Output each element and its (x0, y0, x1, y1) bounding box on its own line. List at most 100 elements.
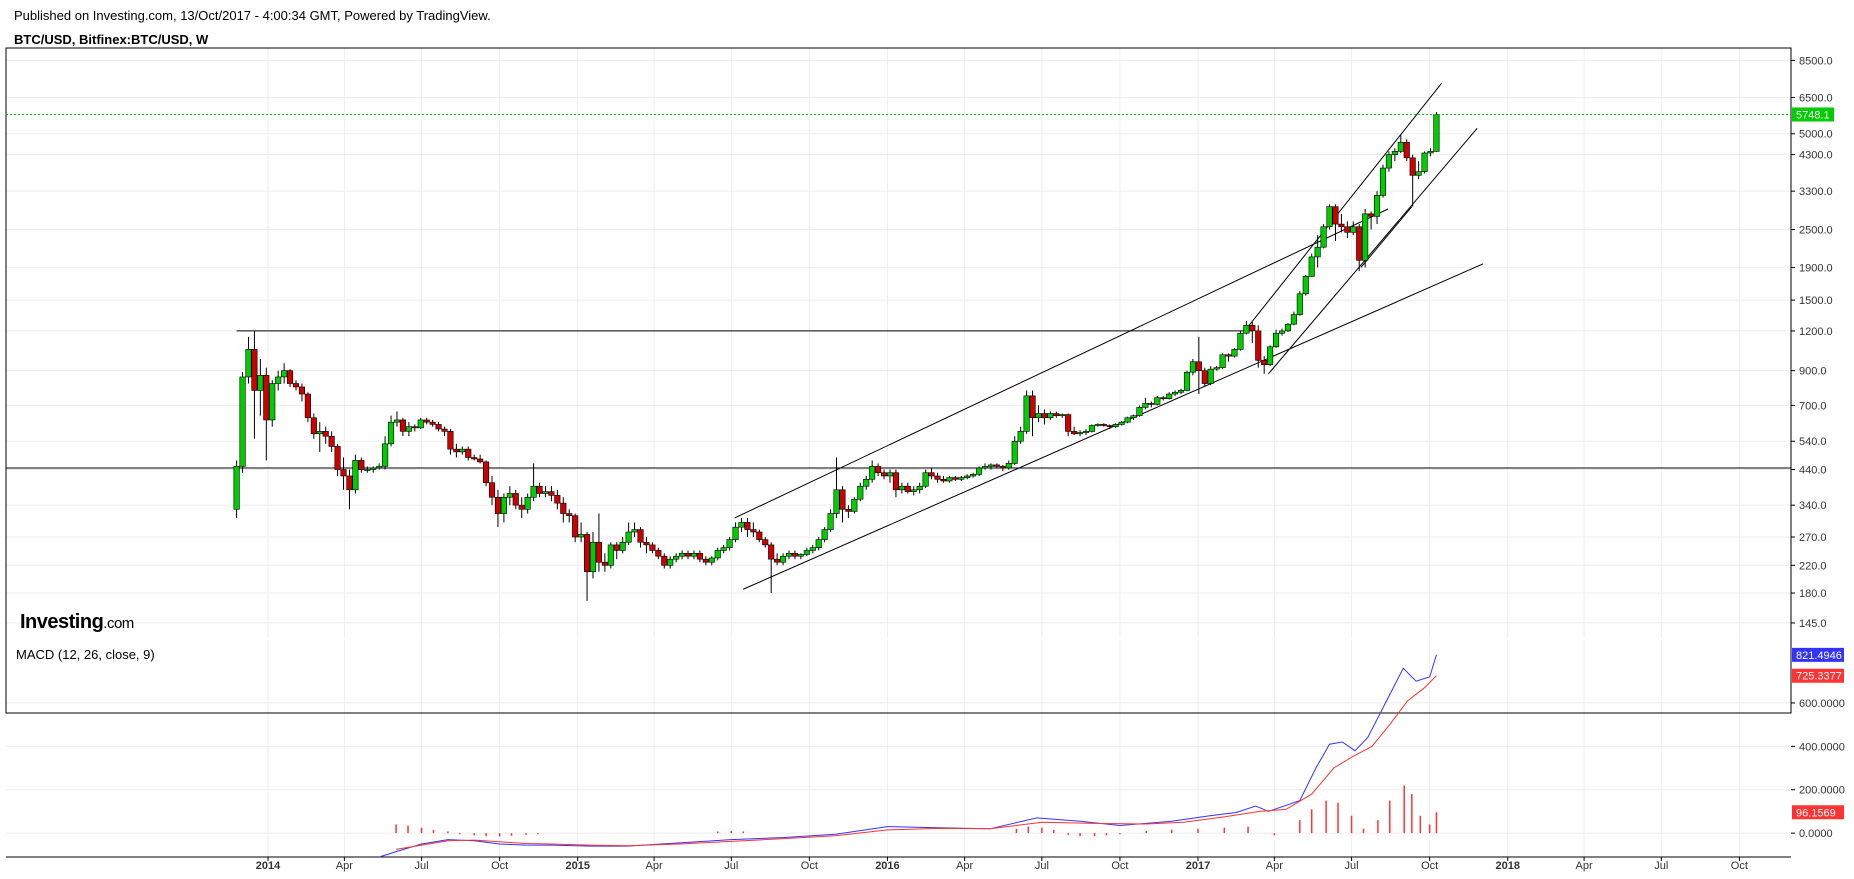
candle-body (916, 485, 923, 491)
time-tick-label: Apr (1576, 860, 1593, 872)
candle-body (1243, 324, 1250, 334)
candle (1005, 460, 1012, 470)
candle-body (655, 550, 662, 557)
candle (809, 544, 816, 554)
candle (447, 429, 454, 455)
candle-body (886, 472, 894, 477)
candle-body (1124, 417, 1131, 423)
candle (287, 369, 294, 387)
candle (916, 482, 923, 494)
candle-body (340, 469, 347, 477)
candle-body (358, 460, 365, 470)
candle-body (785, 552, 793, 557)
candle-body (898, 485, 905, 491)
candle-body (934, 475, 941, 480)
candle (821, 527, 828, 543)
candle-body (1397, 141, 1404, 152)
candle-body (328, 435, 335, 447)
candle (1136, 405, 1143, 417)
candle-body (441, 428, 448, 432)
price-tick-label: 3300.0 (1799, 186, 1833, 198)
candle-body (940, 478, 947, 482)
candle (898, 482, 905, 494)
candle (1427, 148, 1434, 157)
candle (839, 486, 846, 523)
price-axis-labels: 8500.0 6500.0 5000.0 4300.0 3300.0 2500.0 1900… (1791, 55, 1833, 630)
candle-body (548, 491, 555, 496)
candle-body (346, 475, 353, 491)
candle-body (554, 495, 561, 504)
candle (429, 419, 436, 427)
candle-body (661, 555, 668, 566)
logo-bold: Investing (20, 611, 103, 633)
candle-body (1154, 397, 1161, 405)
candle (382, 436, 389, 470)
candle (471, 454, 478, 461)
candle-body (1118, 421, 1125, 425)
candle (958, 475, 965, 481)
candle-body (494, 496, 502, 514)
macd-tick-label: 0.0000 (1799, 828, 1833, 840)
main-grid (6, 48, 1791, 638)
candle (376, 463, 383, 470)
candle (275, 370, 282, 391)
candle-body (471, 457, 478, 460)
candle (1118, 421, 1125, 426)
candle (910, 486, 917, 496)
candle-body (1320, 226, 1327, 248)
last-price-box (1792, 107, 1834, 122)
candle-body (429, 421, 436, 425)
candle-body (981, 466, 989, 469)
time-tick-label: Jul (1345, 860, 1359, 872)
candle-body (625, 531, 632, 543)
macd-line (379, 654, 1437, 858)
candle (1391, 148, 1398, 162)
candle-body (1094, 424, 1101, 426)
macd-lines (379, 654, 1437, 858)
candle (791, 550, 798, 560)
candle (708, 556, 715, 566)
candle-body (768, 544, 775, 560)
candle-body (417, 419, 424, 429)
candle-body (1065, 414, 1072, 432)
candle-body (667, 558, 674, 566)
candle (1385, 151, 1392, 172)
price-tick-label: 1500.0 (1799, 295, 1833, 307)
investing-logo[interactable]: Investing.com (20, 611, 134, 633)
macd-axis-labels: 600.0000 400.0000 200.0000 0.0000 821.4946 72… (1791, 647, 1845, 840)
candle (393, 411, 401, 427)
signal-value-box (1792, 668, 1844, 683)
candle (370, 466, 377, 473)
candle-body (334, 446, 341, 470)
candle (880, 469, 888, 480)
candle (1213, 366, 1220, 371)
candle-body (423, 419, 430, 423)
macd-value-box (1792, 647, 1844, 662)
candle (578, 522, 585, 543)
candle-body (1237, 332, 1244, 350)
candle (655, 547, 662, 560)
price-tick-label: 8500.0 (1799, 55, 1833, 67)
candle (304, 392, 311, 423)
candle (1100, 423, 1107, 427)
time-axis-labels: 2014 Apr Jul Oct 2015 Apr Jul Oct 2016 Apr Jul Oct 2… (256, 857, 1748, 872)
candle (465, 446, 472, 461)
candle (702, 556, 709, 566)
candle-body (869, 466, 876, 480)
candle (435, 422, 442, 432)
candle-body (536, 485, 543, 494)
candle (1011, 436, 1018, 465)
candle-body (696, 552, 703, 560)
candle-body (607, 544, 614, 566)
candle-body (1308, 256, 1315, 277)
candle (1397, 135, 1404, 153)
candle-body (1302, 276, 1309, 295)
candle-body (310, 417, 317, 435)
macd-tick-label: 400.0000 (1799, 741, 1845, 753)
candle-body (684, 552, 692, 557)
candle-body (257, 375, 264, 391)
candle-body (613, 544, 620, 551)
candle (673, 553, 680, 563)
candle-body (708, 557, 715, 563)
